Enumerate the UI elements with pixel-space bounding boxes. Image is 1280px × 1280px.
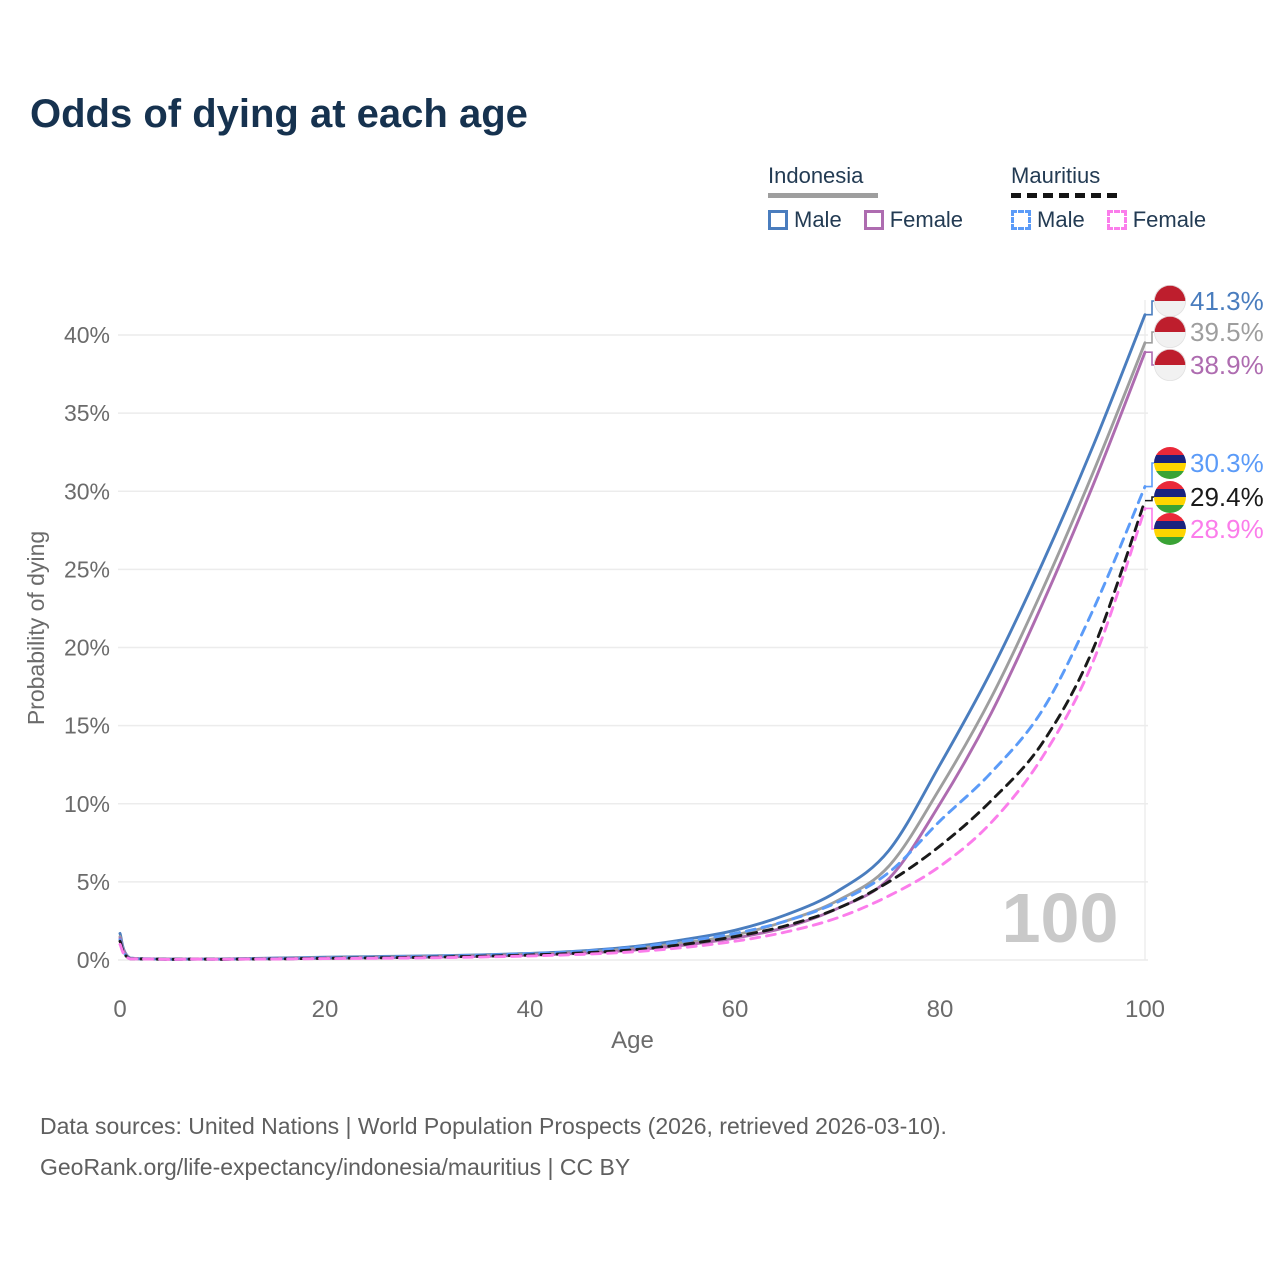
end-label-mauritius-both-sexes[interactable]: 29.4% [1153,481,1264,513]
mauritius-flag-icon [1153,513,1187,545]
x-tick-label: 100 [1125,996,1165,1023]
data-sources-text: Data sources: United Nations | World Pop… [40,1113,947,1139]
end-label-indonesia-female[interactable]: 38.9% [1153,348,1264,382]
indonesia-female-swatch-icon [863,210,884,230]
indonesia-flag-icon [1153,284,1187,318]
y-tick-label: 0% [77,947,110,973]
end-label-indonesia-male[interactable]: 41.3% [1153,284,1264,318]
chart-legend: Indonesia Male Female Mauritius Male [768,163,1206,233]
end-label-connector [1145,507,1155,530]
x-tick-label: 80 [927,996,954,1023]
y-tick-label: 25% [64,556,110,582]
y-tick-label: 5% [77,869,110,895]
legend-item-indonesia-male[interactable]: Male [768,207,842,233]
end-label-value: 28.9% [1190,514,1264,544]
x-tick-label: 20 [312,996,339,1023]
legend-group-indonesia: Indonesia Male Female [768,163,963,233]
series-line-mauritius-female[interactable] [118,506,1147,961]
y-tick-label: 35% [64,400,110,426]
indonesia-flag-icon [1153,348,1187,382]
end-label-mauritius-male[interactable]: 30.3% [1153,447,1264,479]
mauritius-female-swatch-icon [1106,210,1127,230]
legend-item-label: Female [1132,207,1207,232]
y-tick-label: 20% [64,635,110,661]
y-tick-label: 10% [64,791,110,817]
legend-country-label: Mauritius [1011,163,1101,188]
end-label-value: 38.9% [1190,350,1264,380]
end-label-connector [1145,496,1155,502]
y-tick-label: 30% [64,478,110,504]
end-label-connector [1145,351,1155,366]
x-axis-title: Age [611,1027,654,1054]
footer-credits: Data sources: United Nations | World Pop… [40,1106,947,1188]
series-line-mauritius-male[interactable] [118,485,1147,961]
source-url-text: GeoRank.org/life-expectancy/indonesia/ma… [40,1154,631,1180]
mauritius-male-swatch-icon [1011,210,1032,230]
legend-country-label: Indonesia [768,163,864,188]
y-axis-title: Probability of dying [23,531,49,725]
watermark-age-100: 100 [1002,879,1119,957]
legend-group-mauritius: Mauritius Male Female [1011,163,1206,233]
series-line-indonesia-female[interactable] [118,350,1147,961]
end-label-value: 39.5% [1190,317,1264,347]
legend-item-label: Male [794,207,842,232]
y-tick-label: 40% [64,322,110,348]
x-tick-label: 60 [722,996,749,1023]
end-label-value: 29.4% [1190,482,1264,512]
mauritius-line-style-swatch [1011,193,1122,198]
series-line-indonesia-both-sexes[interactable] [118,341,1147,961]
y-tick-label: 15% [64,713,110,739]
legend-item-mauritius-female[interactable]: Female [1106,207,1207,233]
end-label-connector [1145,331,1155,344]
x-tick-label: 40 [517,996,544,1023]
end-label-connector [1145,462,1155,488]
legend-item-mauritius-male[interactable]: Male [1011,207,1085,233]
indonesia-male-swatch-icon [768,210,788,230]
mauritius-flag-icon [1153,447,1187,479]
page-title: Odds of dying at each age [30,92,528,136]
end-label-value: 41.3% [1190,286,1264,316]
mauritius-flag-icon [1153,481,1187,513]
indonesia-line-style-swatch [768,193,878,198]
legend-item-label: Male [1037,207,1085,232]
legend-item-indonesia-female[interactable]: Female [863,207,964,233]
series-line-indonesia-male[interactable] [118,313,1147,961]
legend-item-label: Female [889,207,964,232]
gridlines: 0% 5% 10% 15% 20% 25% 30% 35% 40% [64,300,1148,973]
indonesia-flag-icon [1153,315,1187,349]
end-label-indonesia-both-sexes[interactable]: 39.5% [1153,315,1264,349]
x-tick-label: 0 [113,996,126,1023]
end-label-connector [1145,300,1155,316]
end-label-value: 30.3% [1190,448,1264,478]
end-label-mauritius-female[interactable]: 28.9% [1153,513,1264,545]
